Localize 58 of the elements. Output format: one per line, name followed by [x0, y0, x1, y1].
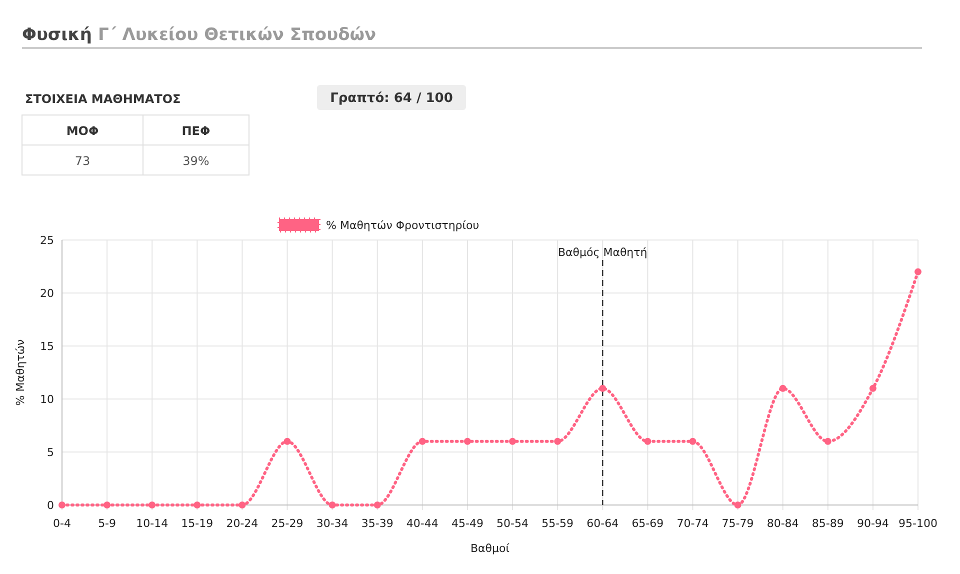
x-tick-label: 70-74: [676, 517, 709, 530]
point: [734, 502, 742, 508]
point: [328, 502, 336, 508]
x-tick-label: 20-24: [226, 517, 258, 530]
y-axis-title: % Μαθητών: [14, 339, 27, 406]
point: [599, 384, 606, 392]
y-tick-label: 15: [40, 340, 54, 353]
x-tick-label: 10-14: [136, 517, 168, 530]
x-tick-label: 0-4: [53, 517, 71, 530]
y-tick-label: 20: [40, 287, 54, 300]
x-tick-label: 35-39: [361, 517, 394, 530]
y-tick-label: 0: [47, 499, 54, 512]
x-tick-label: 30-34: [316, 517, 348, 530]
chart-title: Φυσική: [22, 25, 92, 45]
point: [644, 438, 652, 445]
point: [914, 268, 922, 276]
point: [779, 384, 786, 392]
ref-line-label: Βαθμός Μαθητή: [558, 246, 648, 259]
x-tick-label: 25-29: [271, 517, 304, 530]
y-tick-label: 10: [40, 393, 54, 406]
x-tick-label: 60-64: [586, 517, 619, 530]
point: [824, 438, 832, 445]
x-tick-label: 90-94: [856, 517, 889, 530]
x-tick-label: 15-19: [181, 517, 214, 530]
point: [58, 502, 66, 508]
text: 39%: [182, 154, 210, 168]
point: [238, 502, 246, 508]
chart-subtitle: Γ΄ Λυκείου Θετικών Σπουδών: [98, 25, 376, 45]
y-tick-label: 5: [47, 446, 54, 459]
x-axis-title: Βαθμοί: [470, 542, 510, 555]
text: ΠΕΦ: [182, 124, 210, 138]
x-tick-label: 55-59: [542, 517, 574, 530]
x-tick-label: 80-84: [766, 517, 799, 530]
point: [554, 438, 562, 445]
point: [148, 502, 156, 508]
point: [464, 438, 471, 445]
x-tick-label: 95-100: [898, 517, 938, 530]
point: [869, 384, 876, 392]
text: ΜΟΦ: [66, 124, 99, 138]
y-tick-label: 25: [40, 234, 54, 247]
x-tick-label: 50-54: [496, 517, 529, 530]
text: 73: [74, 154, 90, 168]
text: Γραπτό: 64 / 100: [330, 91, 453, 106]
point: [374, 502, 381, 508]
point: [509, 438, 516, 445]
point: [284, 438, 291, 445]
x-tick-label: 65-69: [632, 517, 664, 530]
text: ΣΤΟΙΧΕΙΑ ΜΑΘΗΜΑΤΟΣ: [25, 92, 181, 106]
point: [104, 502, 111, 508]
x-tick-label: 45-49: [451, 517, 484, 530]
x-tick-label: 75-79: [722, 517, 754, 530]
point: [194, 502, 201, 508]
x-tick-label: 5-9: [98, 517, 116, 530]
x-tick-label: 85-89: [812, 517, 844, 530]
legend-label: % Μαθητών Φροντιστηρίου: [326, 219, 480, 232]
point: [689, 438, 696, 445]
point: [418, 438, 426, 445]
x-tick-label: 40-44: [406, 517, 438, 530]
